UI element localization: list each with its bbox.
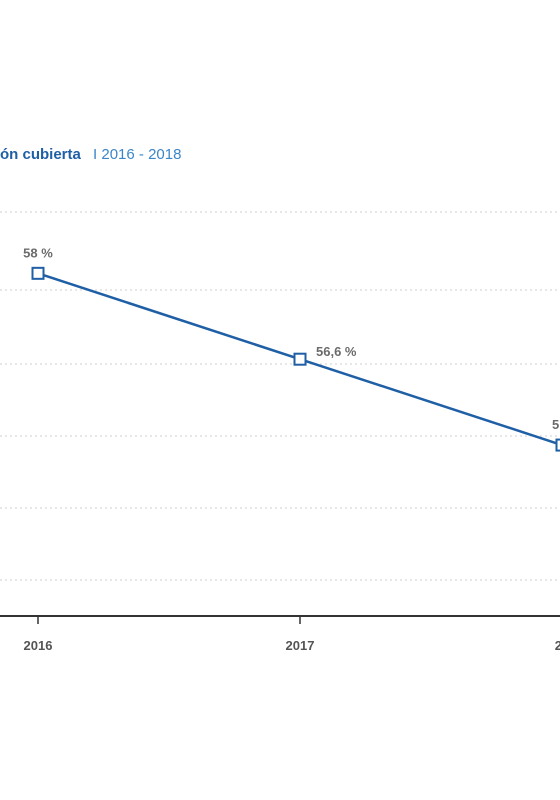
- chart-title-text: ón cubierta: [0, 146, 81, 163]
- x-tick-label-2: 20: [555, 638, 560, 653]
- data-label-2: 5: [552, 417, 559, 432]
- x-tick-label-1: 2017: [286, 638, 315, 653]
- chart-title-range: I 2016 - 2018: [93, 146, 182, 163]
- data-point-1: [293, 352, 307, 366]
- x-tick-label-0: 2016: [24, 638, 53, 653]
- data-label-0: 58 %: [23, 245, 53, 260]
- chart-title: ón cubierta I 2016 - 2018: [0, 146, 181, 163]
- data-point-2: [555, 438, 560, 452]
- data-label-1: 56,6 %: [316, 344, 357, 359]
- data-point-0: [31, 266, 45, 280]
